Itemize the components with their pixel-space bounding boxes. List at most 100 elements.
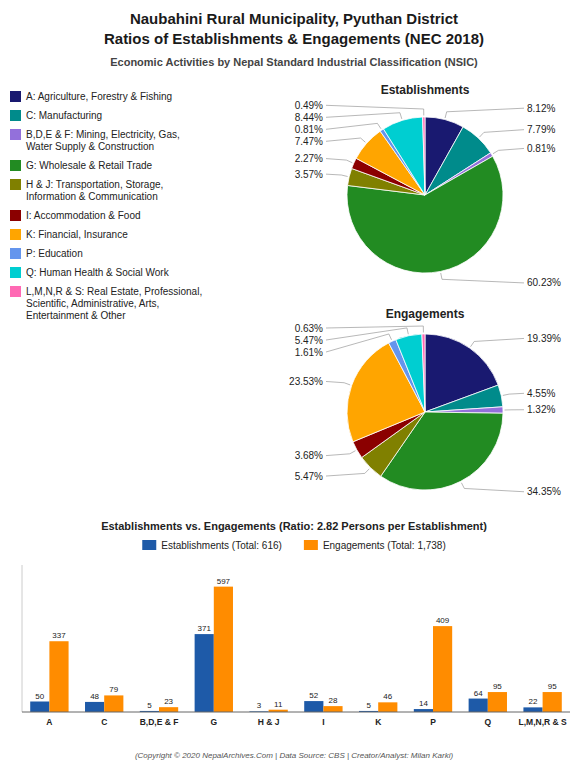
x-tick-labels: ACB,D,E & FGH & JIKPQL,M,N,R & S — [46, 717, 567, 727]
legend-label: K: Financial, Insurance — [26, 229, 128, 240]
legend-swatch — [10, 129, 21, 140]
bar — [85, 702, 104, 712]
text-line: Q: Human Health & Social Work — [26, 267, 170, 278]
data-label: 79 — [109, 685, 118, 694]
legend: A: Agriculture, Forestry & Fishing C: Man… — [10, 91, 202, 321]
data-label: 11 — [274, 700, 283, 709]
data-label: 19.39% — [527, 333, 561, 344]
x-axis-line — [22, 712, 570, 713]
legend-item: A: Agriculture, Forestry & Fishing — [10, 91, 172, 102]
pie-slices: A: Agriculture, Forestry & FishingC: Man… — [347, 334, 503, 490]
pie-slice: Q: Human Health & Social Work — [396, 334, 425, 412]
legend-swatch — [10, 110, 21, 121]
leader-line — [441, 273, 524, 283]
leader-line — [326, 469, 369, 476]
pie-labels: 8.12%7.79%0.81%60.23%0.49%8.44%0.81%7.47… — [295, 100, 561, 289]
legend-swatch — [10, 179, 21, 190]
bar — [304, 701, 323, 712]
chart-canvas: Naubahini Rural Municipality, Pyuthan Di… — [0, 0, 588, 768]
legend-swatch — [10, 248, 21, 259]
data-label: 7.47% — [295, 136, 323, 147]
leader-line — [326, 174, 348, 176]
data-label: 1.32% — [527, 404, 555, 415]
bar — [104, 695, 123, 712]
legend-swatch — [10, 286, 21, 297]
data-label: 2.27% — [295, 153, 323, 164]
text-line: L,M,N,R & S: Real Estate, Professional, — [26, 286, 202, 297]
legend-label: I: Accommodation & Food — [26, 210, 141, 221]
leader-line — [461, 483, 524, 492]
data-label: 50 — [35, 692, 44, 701]
legend-label: P: Education — [26, 248, 83, 259]
pie-slices: A: Agriculture, Forestry & FishingC: Man… — [347, 117, 503, 273]
legend-swatch — [142, 540, 156, 550]
leader-line — [326, 113, 402, 119]
x-tick-label: G — [210, 717, 217, 727]
x-tick-label: H & J — [258, 717, 280, 727]
data-label: 23.53% — [289, 376, 323, 387]
legend-items: Establishments (Total: 616)Engagements (… — [142, 540, 445, 551]
subtitle: Economic Activities by Nepal Standard In… — [110, 56, 478, 68]
data-label: 22 — [529, 697, 538, 706]
pie-title: Engagements — [386, 307, 465, 321]
legend-label: C: Manufacturing — [26, 110, 102, 121]
data-label: 23 — [164, 697, 173, 706]
x-tick-label: C — [101, 717, 107, 727]
text-line: Water Supply & Construction — [26, 141, 154, 152]
legend-item: Q: Human Health & Social Work — [10, 267, 170, 278]
data-label: 5.47% — [295, 471, 323, 482]
text-line: I: Accommodation & Food — [26, 210, 141, 221]
data-label: 7.79% — [527, 124, 555, 135]
legend-swatch — [10, 267, 21, 278]
legend-item: G: Wholesale & Retail Trade — [10, 160, 153, 171]
data-label: 95 — [548, 682, 557, 691]
data-label: 34.35% — [527, 486, 561, 497]
text-line: Ratios of Establishments & Engagements (… — [104, 30, 484, 47]
data-label: 5 — [366, 701, 371, 710]
bar — [49, 641, 68, 712]
pie-slice: L,M,N,R & S: Real Estate, Professional, … — [423, 117, 425, 195]
data-label: 3.68% — [295, 450, 323, 461]
legend-label: Engagements (Total: 1,738) — [323, 540, 446, 551]
legend-swatch — [10, 160, 21, 171]
legend-swatch — [304, 540, 318, 550]
legend-item: H & J: Transportation, Storage,Informati… — [10, 179, 163, 202]
leader-line — [326, 451, 355, 456]
text-line: A: Agriculture, Forestry & Fishing — [26, 91, 172, 102]
bar — [323, 706, 342, 712]
x-tick-label: Q — [484, 717, 491, 727]
data-label: 60.23% — [527, 277, 561, 288]
leader-line — [493, 148, 524, 153]
pie-title: Establishments — [381, 83, 470, 97]
text-line: K: Financial, Insurance — [26, 229, 128, 240]
bar — [195, 634, 214, 712]
data-label: 28 — [329, 696, 338, 705]
bar — [523, 707, 542, 712]
pie-slice: L,M,N,R & S: Real Estate, Professional, … — [422, 334, 425, 412]
text-line: B,D,E & F: Mining, Electricity, Gas, — [26, 129, 180, 140]
legend-label: Q: Human Health & Social Work — [26, 267, 170, 278]
data-label: 5 — [147, 701, 152, 710]
data-label: 5.47% — [295, 335, 323, 346]
data-label: 0.63% — [295, 323, 323, 334]
text-line: G: Wholesale & Retail Trade — [26, 160, 153, 171]
legend-label: G: Wholesale & Retail Trade — [26, 160, 153, 171]
legend-label: A: Agriculture, Forestry & Fishing — [26, 91, 172, 102]
data-label: 3.57% — [295, 169, 323, 180]
leader-line — [326, 334, 392, 352]
data-label: 1.61% — [295, 347, 323, 358]
bar — [214, 587, 233, 712]
data-label: 3 — [257, 701, 262, 710]
data-label: 8.44% — [295, 112, 323, 123]
bar — [488, 692, 507, 712]
leader-line — [326, 105, 424, 115]
bar — [378, 702, 397, 712]
x-tick-label: B,D,E & F — [140, 717, 179, 727]
text-line: H & J: Transportation, Storage, — [26, 179, 163, 190]
leader-line — [326, 123, 381, 129]
legend-swatch — [10, 229, 21, 240]
leader-line — [326, 328, 408, 340]
legend: Establishments (Total: 616)Engagements (… — [142, 540, 445, 551]
pie-labels: 19.39%4.55%1.32%34.35%0.63%5.47%1.61%23.… — [289, 323, 561, 498]
leader-line — [445, 108, 524, 118]
